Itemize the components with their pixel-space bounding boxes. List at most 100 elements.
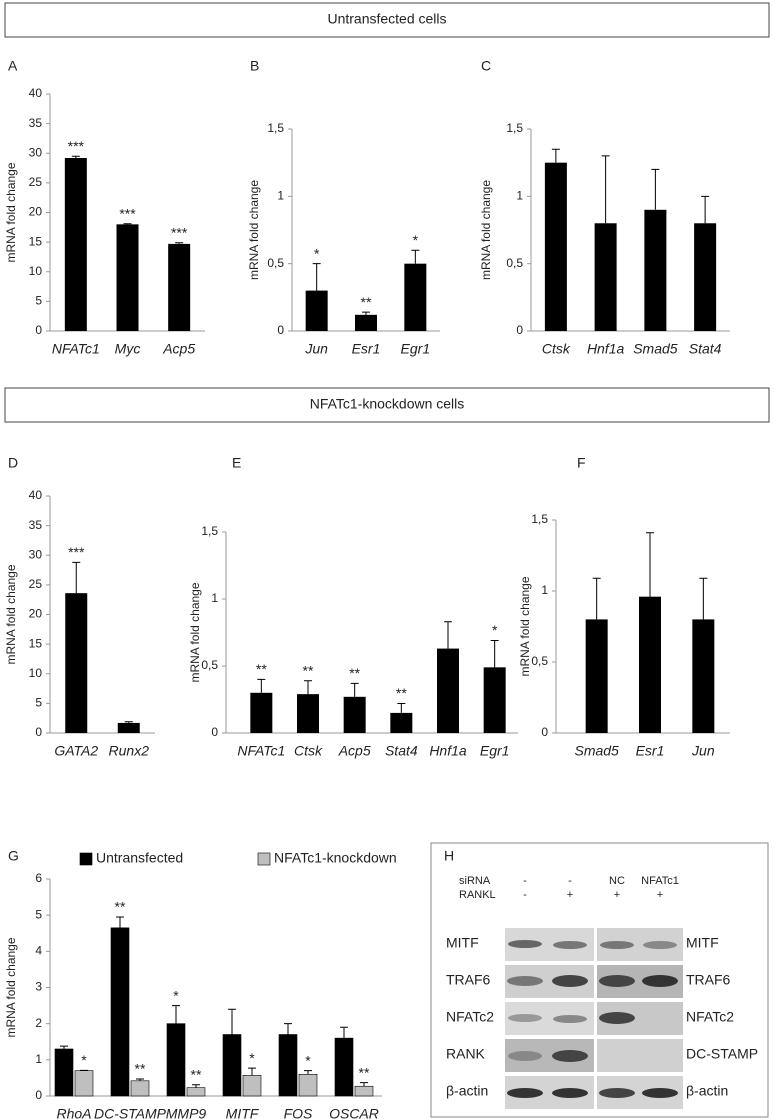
y-tick-label: 5 [35,696,42,710]
error-bar [444,621,452,649]
x-tick-label: GATA2 [54,743,98,759]
condition-value: + [567,889,573,901]
condition-value: + [614,889,620,901]
protein-label: TRAF6 [686,972,731,988]
bar [354,1085,374,1097]
significance: * [305,1052,311,1068]
bar [544,162,567,331]
x-tick-label: Acp5 [338,743,371,759]
y-tick-label: 1 [277,189,284,203]
significance: * [173,987,179,1003]
y-tick-label: 0,5 [267,256,284,270]
legend-label: NFATc1-knockdown [274,850,397,866]
significance: * [249,1050,255,1066]
band [552,1050,588,1062]
bar [222,1034,242,1097]
x-tick-label: DC-STAMP [94,1106,167,1119]
y-tick-label: 5 [35,907,42,921]
x-tick-label: MMP9 [166,1106,207,1119]
bar [644,209,667,331]
y-tick-label: 1,5 [531,512,548,526]
legend-label: Untransfected [96,850,183,866]
band [642,975,678,987]
band [642,1088,678,1098]
x-tick-label: Ctsk [542,341,571,357]
bar [639,596,661,733]
bar [186,1087,206,1097]
error-bar [257,678,266,693]
x-tick-label: Egr1 [401,341,431,357]
significance: *** [68,138,85,154]
significance: ** [191,1066,202,1082]
y-tick-label: 3 [35,980,42,994]
blot-strips [505,928,683,1109]
y-tick-label: 1,5 [267,121,284,135]
bar [278,1034,298,1097]
section-box [4,2,770,38]
bar [64,157,87,331]
significance: ** [349,665,360,681]
error-bar [350,682,359,697]
protein-label: NFATc2 [686,1009,734,1025]
band [553,941,587,949]
significance: ** [135,1061,146,1077]
error-bar [172,1005,180,1024]
y-tick-label: 1 [516,189,523,203]
y-tick-label: 20 [29,205,43,219]
section-box [4,387,770,423]
protein-label: DC-STAMP [686,1046,758,1062]
significance: *** [171,224,188,240]
y-axis-label: mRNA fold change [188,582,202,682]
y-tick-label: 25 [29,175,43,189]
y-tick-label: 1 [35,1052,42,1066]
band [508,1014,542,1022]
band [552,1088,588,1098]
section-title: Untransfected cells [327,11,446,27]
x-tick-label: Jun [304,341,328,357]
x-tick-label: Egr1 [480,743,510,759]
error-bar [646,532,654,597]
condition-name: siRNA [459,875,491,887]
error-bar [123,223,132,225]
panel-label: C [481,58,491,74]
protein-label: NFATc2 [446,1009,494,1025]
error-bar [340,1026,348,1039]
x-tick-label: Esr1 [352,341,381,357]
y-tick-label: 0,5 [506,256,523,270]
bar [74,1070,94,1097]
band [600,941,634,949]
error-bar [284,1023,292,1035]
y-axis-label: mRNA fold change [4,162,18,262]
bar [483,667,506,733]
error-bar [304,1070,312,1075]
error-bar [551,148,560,163]
error-bar [699,577,708,620]
error-bar [124,721,133,723]
x-tick-label: MITF [226,1106,260,1119]
x-tick-label: Hnf1a [587,341,625,357]
y-tick-label: 1 [541,583,548,597]
bar [298,1074,318,1097]
significance: ** [303,662,314,678]
error-bar [228,1008,236,1035]
y-axis-label: mRNA fold change [4,564,18,664]
condition-value: - [523,889,527,901]
condition-value: - [568,875,572,887]
bar [692,619,715,733]
section-title: NFATc1-knockdown cells [310,396,465,412]
significance: ** [115,899,126,915]
bar [130,1080,150,1097]
condition-name: RANKL [459,889,496,901]
error-bar [701,195,710,224]
bar [694,223,717,331]
x-tick-label: NFATc1 [237,743,285,759]
panel-label: E [232,455,241,471]
y-tick-label: 30 [29,145,43,159]
bar [297,694,319,733]
x-tick-label: Stat4 [385,743,418,759]
y-tick-label: 35 [29,116,43,130]
band [643,941,677,949]
y-tick-label: 0 [35,725,42,739]
legend-swatch [257,852,271,866]
bar [594,223,617,331]
